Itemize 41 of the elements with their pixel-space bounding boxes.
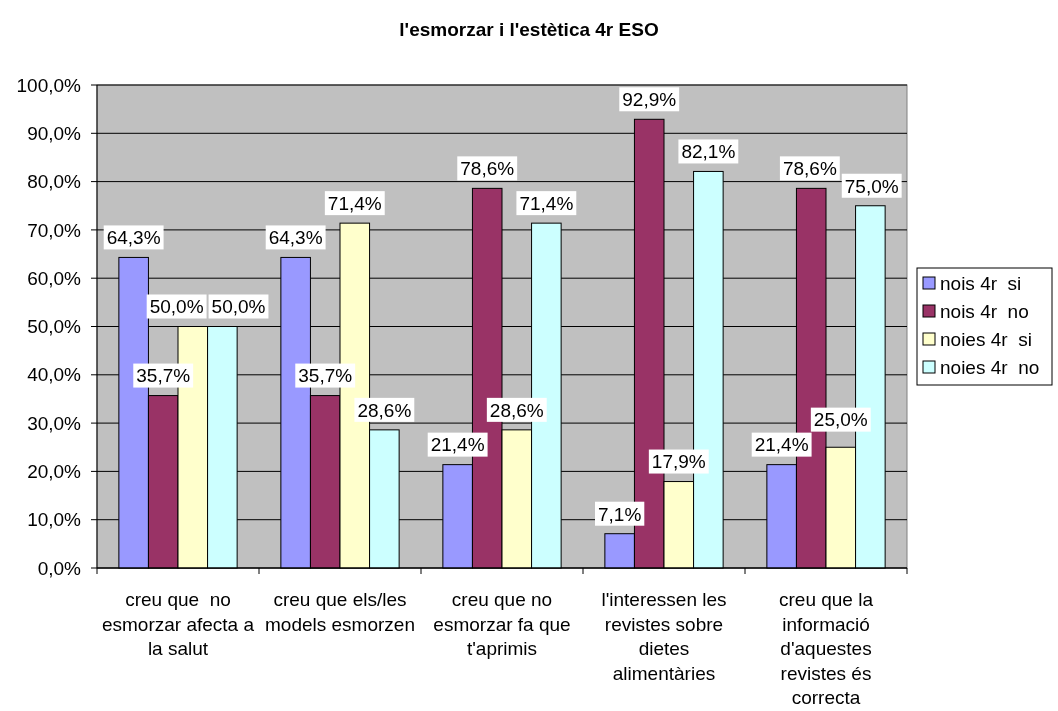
data-label: 7,1% xyxy=(598,503,642,525)
data-label: 25,0% xyxy=(813,409,868,431)
x-tick-label: creu que no esmorzar afecta a la salut xyxy=(101,589,255,659)
legend-label: nois 4r si xyxy=(940,272,1022,294)
data-label: 50,0% xyxy=(149,296,204,318)
data-label: 21,4% xyxy=(430,434,485,456)
y-tick-label: 50,0% xyxy=(27,316,82,338)
data-label: 28,6% xyxy=(489,399,544,421)
data-label: 71,4% xyxy=(519,192,574,214)
data-label: 78,6% xyxy=(460,158,515,180)
data-label: 28,6% xyxy=(357,399,412,421)
data-label: 92,9% xyxy=(622,89,677,111)
data-label: 75,0% xyxy=(844,175,899,197)
legend-label: noies 4r no xyxy=(940,356,1040,378)
y-tick-label: 90,0% xyxy=(27,122,82,144)
data-label: 50,0% xyxy=(211,296,266,318)
data-label: 82,1% xyxy=(681,141,736,163)
y-tick-label: 60,0% xyxy=(27,267,82,289)
data-label: 21,4% xyxy=(754,434,809,456)
x-tick-label: creu que els/les models esmorzen xyxy=(265,589,415,635)
x-tick-label: creu que la informació d'aquestes revistes és correcta xyxy=(778,589,874,708)
data-label: 78,6% xyxy=(782,158,837,180)
chart-title: l'esmorzar i l'estètica 4r ESO xyxy=(399,19,659,40)
x-tick-label: l'interessen les revistes sobre dietes alimentàries xyxy=(601,589,727,684)
data-label: 64,3% xyxy=(268,227,323,249)
y-tick-label: 70,0% xyxy=(27,219,82,241)
x-tick-label: creu que no esmorzar fa que t'aprimis xyxy=(433,589,571,659)
data-label: 64,3% xyxy=(106,227,161,249)
y-tick-label: 80,0% xyxy=(27,171,82,193)
legend-label: nois 4r no xyxy=(940,300,1029,322)
legend-label: noies 4r si xyxy=(940,328,1032,350)
data-label: 35,7% xyxy=(136,365,191,387)
data-label: 17,9% xyxy=(651,451,706,473)
data-label: 35,7% xyxy=(298,365,353,387)
y-tick-label: 30,0% xyxy=(27,412,82,434)
y-tick-label: 0,0% xyxy=(37,557,82,579)
y-tick-label: 20,0% xyxy=(27,461,82,483)
data-label: 71,4% xyxy=(327,192,382,214)
y-tick-label: 40,0% xyxy=(27,364,82,386)
y-tick-label: 10,0% xyxy=(27,509,82,531)
y-tick-label: 100,0% xyxy=(16,74,82,96)
